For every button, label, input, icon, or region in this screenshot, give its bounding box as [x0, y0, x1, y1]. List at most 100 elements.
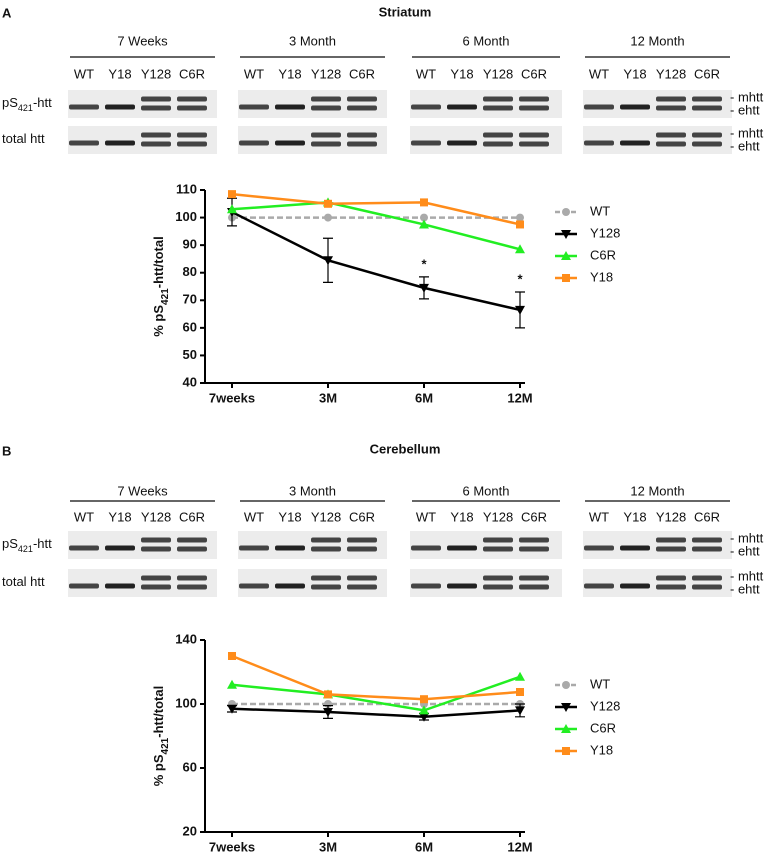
band — [311, 584, 341, 590]
blot-background — [238, 531, 387, 559]
band — [177, 537, 207, 543]
point — [516, 688, 524, 696]
band — [447, 545, 477, 551]
band — [347, 105, 377, 111]
x-tick-label: 6M — [415, 390, 433, 405]
x-tick-label: 6M — [415, 839, 433, 853]
band — [519, 537, 549, 543]
lane-label: C6R — [179, 509, 205, 524]
legend-marker — [561, 251, 571, 260]
band — [483, 132, 513, 138]
y-axis-label-part: % pS — [151, 305, 166, 337]
group-label: 12 Month — [630, 33, 684, 48]
point — [419, 219, 429, 229]
band — [656, 537, 686, 543]
band — [692, 105, 722, 111]
band — [311, 105, 341, 111]
lane-label: Y18 — [108, 66, 131, 81]
band-label: - ehtt — [730, 581, 760, 596]
y-tick-label: 100 — [175, 209, 197, 224]
band-label: - ehtt — [730, 102, 760, 117]
x-tick-label: 7weeks — [209, 390, 255, 405]
lane-label: Y128 — [141, 66, 171, 81]
band — [483, 537, 513, 543]
legend-label: Y128 — [590, 225, 620, 240]
band — [584, 104, 614, 110]
group-label: 7 Weeks — [117, 483, 168, 498]
band — [69, 545, 99, 551]
significance-mark: * — [517, 271, 523, 286]
band — [447, 104, 477, 110]
band — [177, 105, 207, 111]
y-axis-label-part: % pS — [151, 754, 166, 786]
band — [141, 584, 171, 590]
point — [419, 712, 429, 722]
band — [311, 96, 341, 102]
band — [275, 583, 305, 589]
row-label: pS421-htt — [2, 536, 52, 554]
point — [516, 220, 524, 229]
blot-background — [238, 569, 387, 597]
band — [692, 96, 722, 102]
band — [311, 132, 341, 138]
band — [141, 96, 171, 102]
lane-label: WT — [244, 66, 264, 81]
lane-label: Y128 — [483, 66, 513, 81]
band — [519, 546, 549, 552]
legend-label: Y18 — [590, 269, 613, 284]
point — [227, 679, 237, 689]
y-axis-label-part: -htt/total — [151, 236, 166, 288]
point — [227, 204, 237, 214]
band — [656, 141, 686, 147]
row-label-part: total htt — [2, 574, 45, 589]
lane-label: Y18 — [623, 509, 646, 524]
legend-label: WT — [590, 203, 610, 218]
series-line — [231, 210, 521, 312]
band — [177, 575, 207, 581]
y-tick-label: 20 — [183, 823, 197, 838]
y-tick-label: 70 — [183, 292, 197, 307]
lane-label: Y18 — [278, 509, 301, 524]
band — [519, 96, 549, 102]
band — [411, 104, 441, 110]
band — [141, 132, 171, 138]
band — [519, 141, 549, 147]
lane-label: WT — [589, 66, 609, 81]
band — [483, 105, 513, 111]
legend-label: C6R — [590, 720, 616, 735]
band — [656, 96, 686, 102]
significance-mark: * — [421, 256, 427, 271]
band — [239, 140, 269, 146]
legend-label: WT — [590, 676, 610, 691]
lane-label: Y128 — [656, 509, 686, 524]
y-axis-label-part: -htt/total — [151, 686, 166, 738]
row-label: total htt — [2, 131, 45, 146]
band — [105, 140, 135, 146]
blot-background — [68, 90, 217, 118]
band — [275, 104, 305, 110]
lane-label: Y18 — [108, 509, 131, 524]
row-label-part: 421 — [18, 103, 33, 113]
band — [275, 140, 305, 146]
band — [692, 537, 722, 543]
panel-title: Striatum — [379, 4, 432, 19]
band — [656, 105, 686, 111]
band — [519, 105, 549, 111]
band — [483, 141, 513, 147]
lane-label: WT — [416, 509, 436, 524]
lane-label: WT — [416, 66, 436, 81]
band — [177, 132, 207, 138]
blot-background — [68, 531, 217, 559]
point — [420, 213, 428, 222]
point — [228, 190, 236, 199]
x-tick-label: 12M — [507, 839, 532, 853]
point — [419, 705, 429, 715]
band — [584, 545, 614, 551]
row-label-part: -htt — [33, 95, 52, 110]
point — [420, 695, 428, 704]
lane-label: C6R — [521, 509, 547, 524]
band — [239, 583, 269, 589]
lane-label: C6R — [349, 66, 375, 81]
x-tick-label: 3M — [319, 839, 337, 853]
point — [515, 671, 525, 681]
